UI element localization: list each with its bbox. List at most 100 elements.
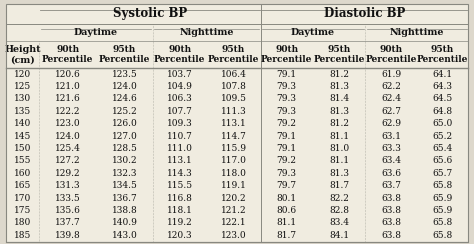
Text: 62.4: 62.4 <box>381 94 401 103</box>
Text: 185: 185 <box>14 231 31 240</box>
Text: 63.8: 63.8 <box>381 218 401 227</box>
Text: 106.3: 106.3 <box>167 94 192 103</box>
Text: 65.8: 65.8 <box>432 218 453 227</box>
Text: 79.2: 79.2 <box>277 156 297 165</box>
Text: 62.2: 62.2 <box>381 82 401 91</box>
Text: 121.0: 121.0 <box>55 82 81 91</box>
Text: 62.7: 62.7 <box>381 107 401 116</box>
Text: 64.1: 64.1 <box>432 70 452 79</box>
Text: 65.6: 65.6 <box>432 156 453 165</box>
Text: 113.1: 113.1 <box>221 119 246 128</box>
Text: 79.3: 79.3 <box>277 82 297 91</box>
Text: 150: 150 <box>14 144 31 153</box>
Text: 79.3: 79.3 <box>277 94 297 103</box>
Text: 136.7: 136.7 <box>111 194 137 203</box>
Text: 95th
Percentile: 95th Percentile <box>99 45 150 64</box>
Text: 165: 165 <box>14 181 31 190</box>
Text: 111.0: 111.0 <box>167 144 193 153</box>
Text: 121.6: 121.6 <box>55 94 81 103</box>
Text: 63.8: 63.8 <box>381 206 401 215</box>
Text: 129.2: 129.2 <box>55 169 81 178</box>
Text: 124.6: 124.6 <box>111 94 137 103</box>
Text: 81.2: 81.2 <box>329 70 349 79</box>
Text: 115.5: 115.5 <box>167 181 193 190</box>
Text: 120.2: 120.2 <box>221 194 246 203</box>
Text: 82.8: 82.8 <box>329 206 349 215</box>
Text: 107.8: 107.8 <box>221 82 246 91</box>
Text: 63.1: 63.1 <box>381 132 401 141</box>
Text: Daytime: Daytime <box>74 28 118 37</box>
Text: 110.7: 110.7 <box>167 132 193 141</box>
Text: 81.7: 81.7 <box>277 231 297 240</box>
Text: 95th
Percentile: 95th Percentile <box>417 45 468 64</box>
Text: 140: 140 <box>14 119 31 128</box>
Text: 109.3: 109.3 <box>167 119 192 128</box>
Text: 65.9: 65.9 <box>432 206 453 215</box>
Text: 84.1: 84.1 <box>329 231 349 240</box>
Text: 64.3: 64.3 <box>432 82 452 91</box>
Text: 79.2: 79.2 <box>277 119 297 128</box>
Text: 90th
Percentile: 90th Percentile <box>154 45 205 64</box>
Text: 116.8: 116.8 <box>167 194 193 203</box>
Text: 145: 145 <box>14 132 31 141</box>
Text: 81.2: 81.2 <box>329 119 349 128</box>
Text: 120.6: 120.6 <box>55 70 81 79</box>
Text: 63.4: 63.4 <box>381 156 401 165</box>
Text: 65.0: 65.0 <box>432 119 453 128</box>
Text: 81.1: 81.1 <box>329 156 349 165</box>
Text: 127.0: 127.0 <box>111 132 137 141</box>
Text: 83.4: 83.4 <box>329 218 349 227</box>
Text: 90th
Percentile: 90th Percentile <box>261 45 312 64</box>
Text: 63.7: 63.7 <box>381 181 401 190</box>
Text: 65.8: 65.8 <box>432 181 453 190</box>
Text: 122.2: 122.2 <box>55 107 81 116</box>
Text: 79.1: 79.1 <box>277 70 297 79</box>
Text: 64.5: 64.5 <box>432 94 453 103</box>
Text: 160: 160 <box>14 169 31 178</box>
Text: 79.1: 79.1 <box>277 132 297 141</box>
Text: 95th
Percentile: 95th Percentile <box>208 45 259 64</box>
Text: 120.3: 120.3 <box>167 231 192 240</box>
Text: 64.8: 64.8 <box>432 107 452 116</box>
Text: 65.7: 65.7 <box>432 169 453 178</box>
Text: 134.5: 134.5 <box>111 181 137 190</box>
Text: 128.5: 128.5 <box>111 144 137 153</box>
Text: 80.6: 80.6 <box>277 206 297 215</box>
Text: 107.7: 107.7 <box>167 107 193 116</box>
Text: 180: 180 <box>14 218 31 227</box>
Text: 143.0: 143.0 <box>111 231 137 240</box>
Text: 155: 155 <box>14 156 31 165</box>
Text: 118.0: 118.0 <box>221 169 246 178</box>
Text: 65.9: 65.9 <box>432 194 453 203</box>
Text: 79.3: 79.3 <box>277 107 297 116</box>
Text: 65.2: 65.2 <box>432 132 452 141</box>
Text: 103.7: 103.7 <box>167 70 192 79</box>
Text: 61.9: 61.9 <box>381 70 401 79</box>
Text: 79.1: 79.1 <box>277 144 297 153</box>
Text: 81.0: 81.0 <box>329 144 349 153</box>
Text: 81.3: 81.3 <box>329 107 349 116</box>
Text: 65.4: 65.4 <box>432 144 453 153</box>
Text: 81.7: 81.7 <box>329 181 349 190</box>
Text: 123.0: 123.0 <box>221 231 246 240</box>
Text: 132.3: 132.3 <box>112 169 137 178</box>
Text: 79.7: 79.7 <box>277 181 297 190</box>
Text: 81.1: 81.1 <box>329 132 349 141</box>
Text: 120: 120 <box>14 70 31 79</box>
Text: 115.9: 115.9 <box>220 144 246 153</box>
Text: 123.0: 123.0 <box>55 119 81 128</box>
Text: 139.8: 139.8 <box>55 231 81 240</box>
Text: 79.3: 79.3 <box>277 169 297 178</box>
Text: 130: 130 <box>14 94 31 103</box>
Text: 95th
Percentile: 95th Percentile <box>313 45 365 64</box>
Text: 119.1: 119.1 <box>221 181 246 190</box>
Text: 114.7: 114.7 <box>221 132 246 141</box>
Text: 113.1: 113.1 <box>167 156 192 165</box>
Text: 63.6: 63.6 <box>381 169 401 178</box>
Text: 81.3: 81.3 <box>329 82 349 91</box>
Text: 175: 175 <box>14 206 31 215</box>
Text: Daytime: Daytime <box>291 28 335 37</box>
Text: 119.2: 119.2 <box>167 218 192 227</box>
Text: 137.7: 137.7 <box>55 218 81 227</box>
Text: 104.9: 104.9 <box>167 82 193 91</box>
